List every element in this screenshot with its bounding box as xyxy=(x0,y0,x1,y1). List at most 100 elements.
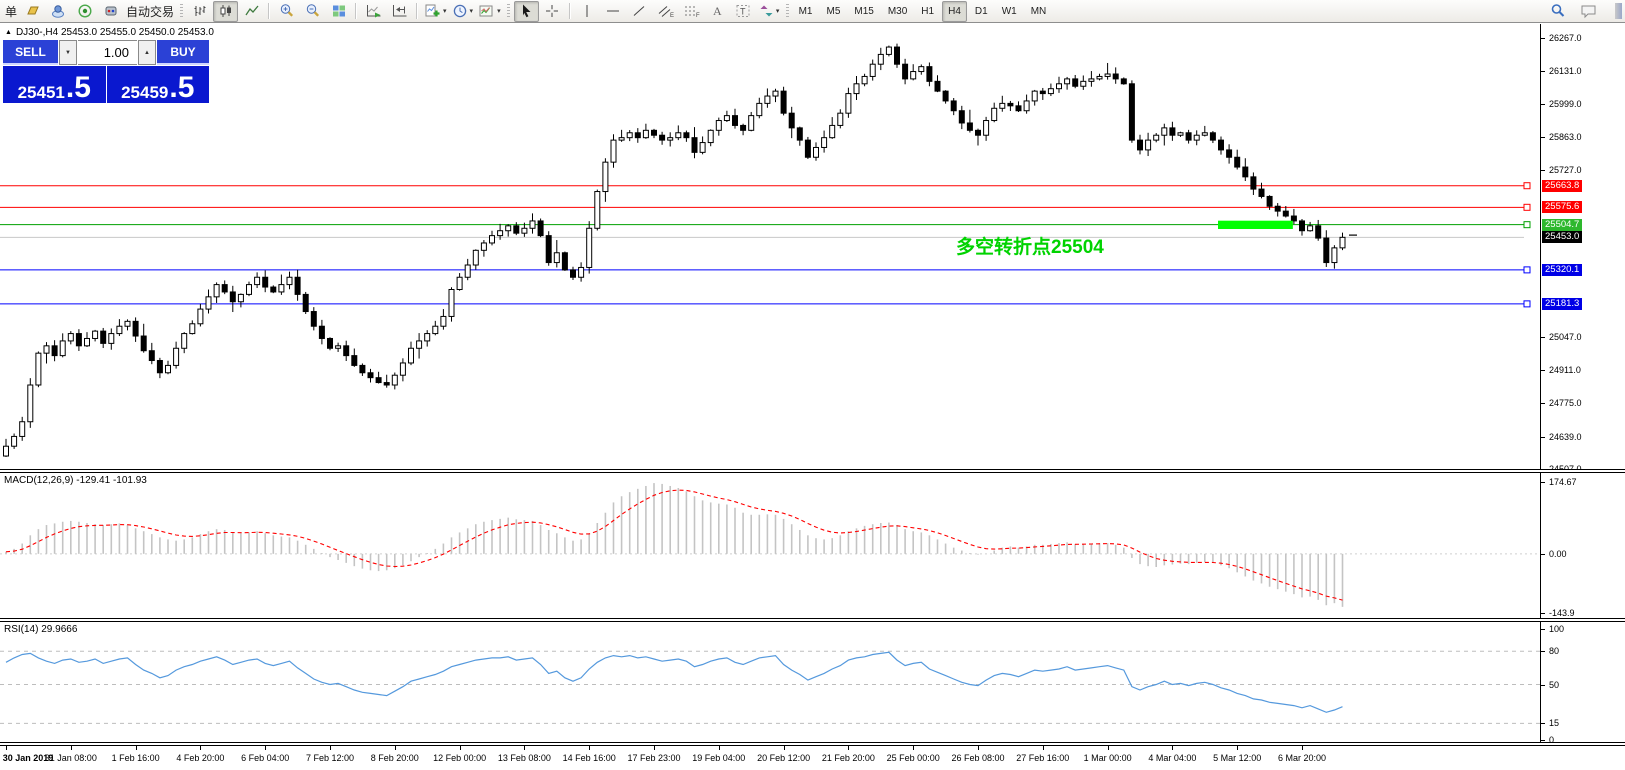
candle-body xyxy=(254,276,261,286)
price-tick xyxy=(1541,103,1545,105)
trendline-icon[interactable] xyxy=(627,1,652,22)
community-icon[interactable] xyxy=(46,1,71,22)
macd-canvas[interactable] xyxy=(0,473,1540,618)
candle-body xyxy=(156,360,163,374)
crosshair-icon[interactable] xyxy=(540,1,565,22)
text-icon[interactable]: A xyxy=(705,1,730,22)
volume-input[interactable]: 1.00 xyxy=(78,40,137,65)
rsi-canvas[interactable] xyxy=(0,622,1540,742)
buy-price-button[interactable]: 25459 .5 xyxy=(106,66,209,103)
periods-clock-icon[interactable]: ▾ xyxy=(450,1,476,22)
candle-body xyxy=(788,112,795,129)
candle-body xyxy=(189,323,196,335)
bar-chart-icon[interactable] xyxy=(187,1,212,22)
line-handle[interactable] xyxy=(1523,266,1531,274)
candlestick-chart-icon[interactable] xyxy=(213,0,239,22)
time-label: 27 Feb 16:00 xyxy=(1016,753,1070,763)
equidistant-channel-icon[interactable]: E xyxy=(653,1,678,22)
candle-body xyxy=(1047,88,1054,95)
templates-icon[interactable]: ▾ xyxy=(476,1,503,22)
candle-body xyxy=(861,75,868,85)
sell-button[interactable]: SELL xyxy=(3,40,58,65)
indicators-icon[interactable]: ▾ xyxy=(422,1,449,22)
toolbar-grip[interactable] xyxy=(785,3,789,19)
candle-body xyxy=(343,345,350,357)
candle-body xyxy=(602,161,609,193)
candle-body xyxy=(197,308,204,325)
line-chart-icon[interactable] xyxy=(239,1,264,22)
candle-body xyxy=(424,333,431,342)
timeframe-h1[interactable]: H1 xyxy=(921,5,935,17)
time-label: 12 Feb 00:00 xyxy=(433,753,487,763)
zoom-in-icon[interactable] xyxy=(274,1,299,22)
horizontal-line-icon[interactable] xyxy=(601,1,626,22)
collapse-ohlc-icon[interactable]: ▲ xyxy=(5,29,12,36)
green-zone-rect[interactable] xyxy=(1218,220,1293,230)
line-handle[interactable] xyxy=(1523,300,1531,308)
candle-body xyxy=(950,100,957,112)
timeframe-d1[interactable]: D1 xyxy=(974,5,988,17)
new-order-label[interactable]: 单 xyxy=(5,4,18,19)
candle-body xyxy=(545,235,552,264)
candle-body xyxy=(448,288,455,317)
annotation-text[interactable]: 多空转折点25504 xyxy=(956,235,1104,258)
zoom-out-icon[interactable] xyxy=(300,1,325,22)
toolbar-grip[interactable] xyxy=(506,3,510,19)
fibonacci-icon[interactable]: F xyxy=(679,1,704,22)
timeframe-h4[interactable]: H4 xyxy=(942,0,967,22)
chat-icon[interactable] xyxy=(1576,1,1601,22)
candle-body xyxy=(335,345,342,349)
price-tick xyxy=(1541,136,1545,138)
line-handle[interactable] xyxy=(1523,182,1531,190)
svg-text:E: E xyxy=(670,13,674,19)
chart-shift-icon[interactable] xyxy=(387,1,412,22)
timeframe-m30[interactable]: M30 xyxy=(887,5,908,17)
candle-body xyxy=(1282,210,1289,217)
timeframe-m1[interactable]: M1 xyxy=(798,5,813,17)
panel-divider[interactable] xyxy=(0,742,1625,746)
text-label-icon[interactable]: T xyxy=(731,1,756,22)
candle-body xyxy=(796,127,803,141)
candle-body xyxy=(877,53,884,65)
rsi-tick-label: 80 xyxy=(1549,646,1560,657)
panel-divider[interactable] xyxy=(0,618,1625,622)
one-click-trade-panel: SELL ▼ 1.00 ▲ BUY 25451 .5 25459 .5 xyxy=(3,40,209,104)
cursor-icon[interactable] xyxy=(513,0,539,22)
market-watch-icon[interactable] xyxy=(20,1,45,22)
line-handle[interactable] xyxy=(1523,221,1531,229)
candle-body xyxy=(1274,205,1281,212)
price-tick-label: 24639.0 xyxy=(1549,431,1582,442)
time-label: 4 Mar 04:00 xyxy=(1148,753,1197,763)
timeframe-m15[interactable]: M15 xyxy=(854,5,874,17)
arrows-icon[interactable]: ▾ xyxy=(757,1,782,22)
line-handle[interactable] xyxy=(1523,203,1531,211)
autotrading-icon[interactable] xyxy=(98,1,123,22)
timeframe-w1[interactable]: W1 xyxy=(1001,5,1017,17)
panel-divider[interactable] xyxy=(0,469,1625,473)
tile-windows-icon[interactable] xyxy=(326,1,351,22)
toolbar-grip[interactable] xyxy=(180,3,184,19)
rsi-axis[interactable]: 100 80 50 15 0 xyxy=(1540,622,1625,742)
autotrading-label[interactable]: 自动交易 xyxy=(126,4,175,19)
candle-body xyxy=(472,249,479,266)
candle-body xyxy=(1258,188,1265,197)
price-axis[interactable]: 25663.8 25575.6 25504.7 25453.0 25320.1 25181… xyxy=(1540,24,1625,469)
search-icon[interactable] xyxy=(1545,1,1570,22)
time-axis[interactable]: 30 Jan 2019 31 Jan 08:00 1 Feb 16:00 4 Feb … xyxy=(0,746,1625,770)
price-line-label: 25504.7 xyxy=(1542,218,1583,231)
price-chart-canvas[interactable]: 多空转折点25504 xyxy=(0,24,1540,469)
rsi-tick-label: 15 xyxy=(1549,718,1560,729)
volume-decrease-button[interactable]: ▼ xyxy=(59,40,77,65)
time-tick xyxy=(200,746,202,750)
buy-button[interactable]: BUY xyxy=(157,40,209,65)
timeframe-mn[interactable]: MN xyxy=(1030,5,1047,17)
macd-axis[interactable]: 174.67 0.00 -143.9 xyxy=(1540,473,1625,618)
autoscroll-icon[interactable] xyxy=(361,1,386,22)
vertical-line-icon[interactable] xyxy=(575,1,600,22)
signals-icon[interactable] xyxy=(72,1,97,22)
toolbar: 单 自动交易 ▾ ▾ ▾ E F A T ▾ M1 M xyxy=(0,0,1625,23)
rsi-label: RSI(14) 29.9666 xyxy=(4,624,78,635)
sell-price-button[interactable]: 25451 .5 xyxy=(3,66,106,103)
volume-increase-button[interactable]: ▲ xyxy=(138,40,156,65)
timeframe-m5[interactable]: M5 xyxy=(826,5,841,17)
